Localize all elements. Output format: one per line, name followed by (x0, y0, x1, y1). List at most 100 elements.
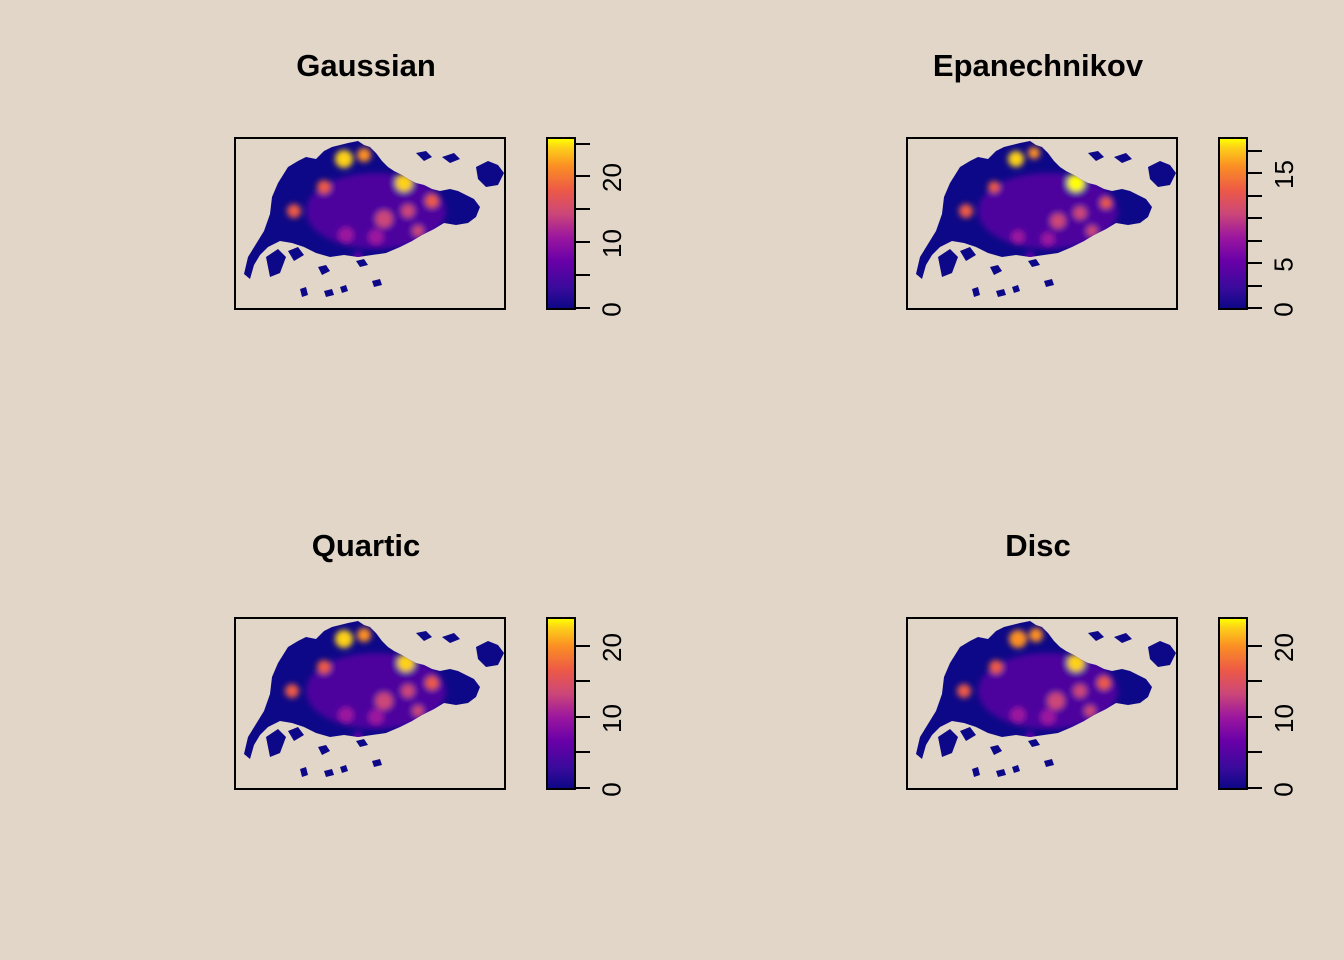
colorbar-tick (1248, 284, 1262, 287)
density-map (234, 617, 506, 790)
density-hotspot (412, 225, 424, 237)
density-hotspot (317, 660, 331, 674)
island (1044, 279, 1054, 287)
colorbar-ticks (1248, 137, 1262, 310)
island (288, 727, 304, 741)
island (1028, 739, 1040, 747)
island (416, 151, 432, 161)
density-hotspot (335, 150, 353, 168)
density-hotspot (401, 204, 415, 218)
density-hotspot (357, 628, 371, 642)
island (324, 769, 334, 777)
colorbar-ticks (576, 137, 590, 310)
colorbar-label: 20 (596, 163, 627, 193)
density-map (906, 137, 1178, 310)
density-hotspot (1041, 232, 1055, 246)
colorbar-ticks (1248, 617, 1262, 790)
island (1114, 153, 1132, 163)
island (356, 259, 368, 267)
colorbar (546, 137, 576, 310)
colorbar-tick (1248, 172, 1262, 174)
colorbar-tick (1248, 262, 1262, 264)
island (1148, 161, 1176, 187)
island (266, 729, 286, 757)
density-hotspot (338, 227, 354, 243)
colorbar (1218, 137, 1248, 310)
island (972, 287, 980, 297)
colorbar-tick (576, 241, 590, 244)
colorbar-label: 0 (1268, 782, 1299, 797)
density-hotspot (338, 707, 354, 723)
colorbar-tick (1248, 680, 1262, 683)
island (990, 745, 1002, 755)
island (442, 633, 460, 643)
density-hotspot (425, 676, 439, 690)
colorbar-label: 0 (596, 302, 627, 317)
density-hotspot (959, 204, 973, 218)
density-hotspot (988, 181, 1000, 193)
panel-disc: Disc 0 10 20 (702, 480, 1344, 960)
density-hotspot (395, 174, 413, 192)
island (1148, 641, 1176, 667)
island (1088, 631, 1104, 641)
island (372, 759, 382, 767)
density-hotspot (1008, 151, 1024, 167)
island (476, 641, 504, 667)
density-map-svg (244, 621, 504, 777)
density-hotspot (1040, 709, 1056, 725)
colorbar-tick (576, 175, 590, 178)
island (300, 767, 308, 777)
island (476, 161, 504, 187)
colorbar (1218, 617, 1248, 790)
island (996, 289, 1006, 297)
colorbar-tick (576, 644, 590, 647)
colorbar-tick (576, 208, 590, 211)
density-map-svg (244, 141, 504, 297)
island (318, 745, 330, 755)
island (972, 767, 980, 777)
density-hotspot (1073, 684, 1087, 698)
colorbar-tick (576, 142, 590, 145)
island (1012, 285, 1020, 293)
colorbar-tick (1248, 194, 1262, 197)
density-hotspot (357, 148, 371, 162)
panel-title: Disc (1005, 528, 1071, 563)
density-hotspot (368, 229, 384, 245)
colorbar-tick (576, 715, 590, 718)
colorbar-tick (576, 680, 590, 683)
density-hotspot (368, 709, 384, 725)
colorbar-label: 10 (596, 229, 627, 259)
density-hotspot (957, 684, 971, 698)
colorbar-label: 20 (1268, 632, 1299, 662)
island (324, 289, 334, 297)
island (288, 247, 304, 261)
colorbar-tick (1248, 787, 1262, 789)
density-hotspot (1047, 692, 1065, 710)
density-band (978, 173, 1118, 249)
density-hotspot (1028, 147, 1040, 159)
density-map-svg (916, 621, 1176, 777)
colorbar-label: 10 (596, 703, 627, 733)
colorbar-tick (1248, 149, 1262, 152)
island (372, 279, 382, 287)
colorbar-label: 0 (596, 782, 627, 797)
density-hotspot (1050, 213, 1066, 229)
density-hotspot (375, 692, 393, 710)
island (960, 247, 976, 261)
density-hotspot (287, 204, 301, 218)
colorbar-label: 5 (1268, 257, 1299, 272)
island (340, 285, 348, 293)
island (1088, 151, 1104, 161)
colorbar-tick (1248, 239, 1262, 242)
island (340, 765, 348, 773)
panel-title: Gaussian (296, 48, 436, 83)
density-hotspot (989, 660, 1003, 674)
density-hotspot (1100, 197, 1112, 209)
density-hotspot (1084, 705, 1096, 717)
colorbar-tick (1248, 217, 1262, 219)
density-hotspot (375, 210, 393, 228)
panel-quartic: Quartic 0 10 20 (30, 480, 702, 960)
density-map-svg (916, 141, 1176, 297)
colorbar-tick (576, 787, 590, 789)
colorbar (546, 617, 576, 790)
